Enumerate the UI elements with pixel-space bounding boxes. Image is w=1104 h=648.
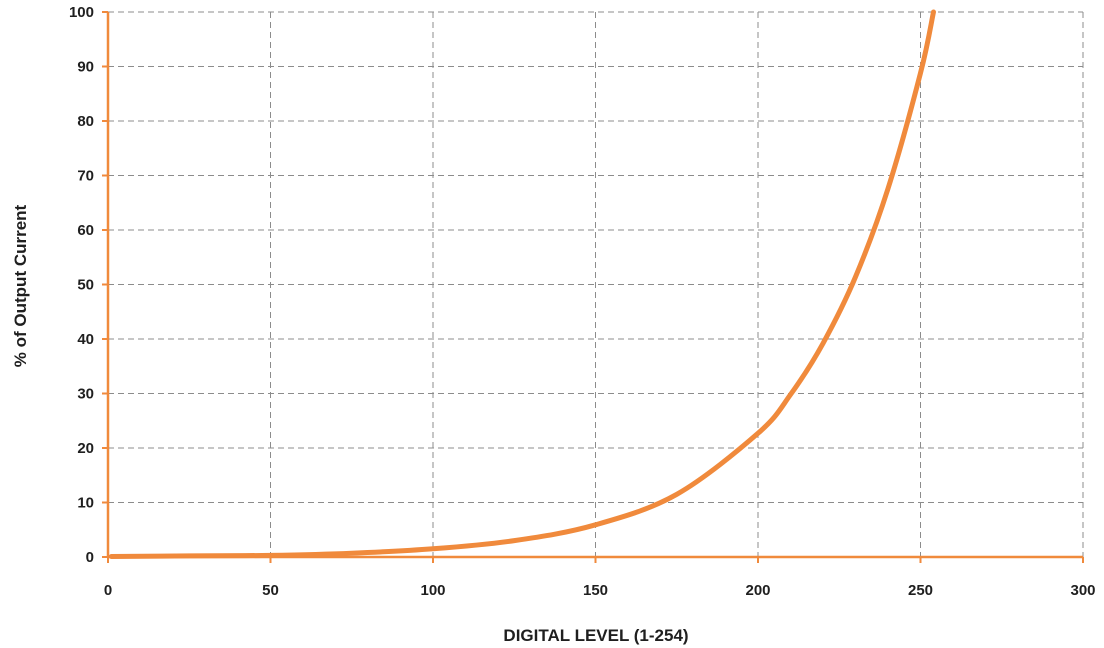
grid-lines bbox=[108, 11, 1084, 557]
y-tick-label: 30 bbox=[77, 386, 94, 403]
series-line bbox=[108, 9, 936, 559]
x-tick-label: 0 bbox=[104, 582, 112, 599]
x-axis-title: DIGITAL LEVEL (1-254) bbox=[503, 626, 688, 645]
y-axis-title: % of Output Current bbox=[11, 204, 30, 367]
y-tick-label: 70 bbox=[77, 168, 94, 185]
y-tick-label: 20 bbox=[77, 440, 94, 457]
y-tick-label: 10 bbox=[77, 495, 94, 512]
y-tick-label: 90 bbox=[77, 59, 94, 76]
y-tick-label: 0 bbox=[86, 549, 94, 566]
x-tick-label: 100 bbox=[420, 582, 445, 599]
y-tick-labels: 0 10 20 30 40 50 60 70 80 90 100 bbox=[69, 4, 94, 566]
x-tick-label: 250 bbox=[908, 582, 933, 599]
y-tick-label: 60 bbox=[77, 222, 94, 239]
axes bbox=[102, 11, 1084, 563]
y-tick-label: 40 bbox=[77, 331, 94, 348]
x-tick-labels: 0 50 100 150 200 250 300 bbox=[104, 582, 1096, 599]
x-tick-label: 50 bbox=[262, 582, 279, 599]
x-tick-label: 200 bbox=[745, 582, 770, 599]
y-tick-label: 80 bbox=[77, 113, 94, 130]
x-tick-label: 150 bbox=[583, 582, 608, 599]
y-tick-label: 50 bbox=[77, 277, 94, 294]
y-tick-label: 100 bbox=[69, 4, 94, 21]
x-tick-label: 300 bbox=[1070, 582, 1095, 599]
series bbox=[108, 9, 936, 559]
